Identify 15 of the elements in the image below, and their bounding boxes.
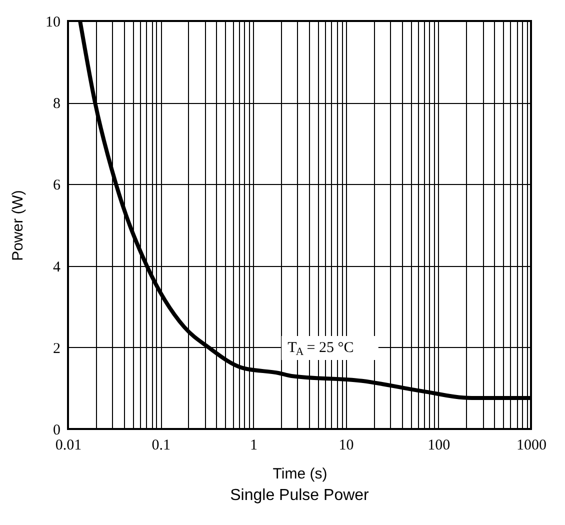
x-axis-title: Time (s) [272, 466, 328, 482]
x-tick-label: 100 [428, 438, 450, 454]
text: Single Pulse Power [230, 487, 370, 504]
x-tick-label: 1 [250, 438, 258, 454]
x-tick-label: 0.1 [152, 438, 170, 454]
x-tick-label: 0.01 [55, 438, 82, 454]
y-tick-label: 0 [53, 422, 60, 438]
y-tick-label: 2 [53, 340, 60, 357]
y-tick-label: 10 [46, 14, 60, 30]
y-tick-label: 4 [53, 259, 61, 276]
x-tick-label: 1000 [516, 438, 546, 454]
y-tick-label: 8 [53, 96, 60, 112]
x-tick-label: 10 [338, 438, 354, 454]
y-axis-title: Power (W) [10, 190, 26, 261]
y-tick-label: 6 [53, 178, 61, 194]
